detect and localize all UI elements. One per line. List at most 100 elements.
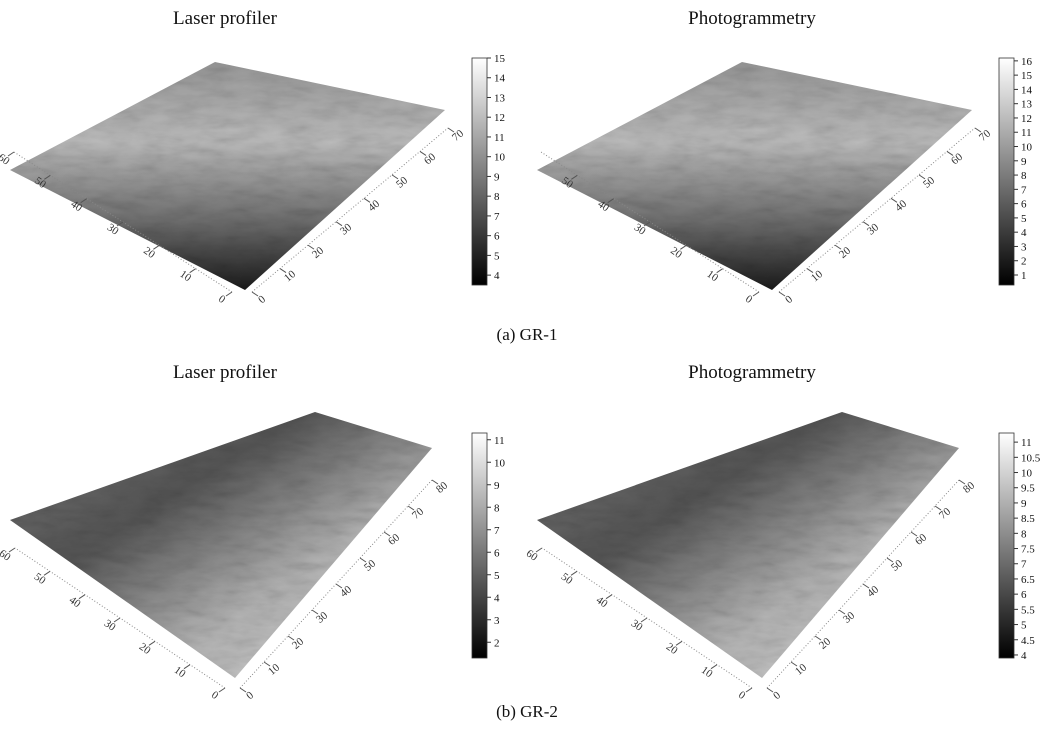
surface-texture <box>10 62 445 290</box>
colorbar-tick-label: 4 <box>494 270 500 282</box>
colorbar <box>471 57 488 286</box>
axis-tick-label: 50 <box>362 557 379 574</box>
colorbar-tick-label: 13 <box>1021 99 1033 111</box>
colorbar <box>998 57 1015 286</box>
axis-tick-label: 50 <box>889 557 906 574</box>
colorbar-tick-label: 15 <box>494 53 506 65</box>
axis-tick <box>862 583 870 589</box>
axis-tick <box>116 221 124 227</box>
axis-tick-label: 0 <box>736 689 748 702</box>
axis-tick <box>189 268 196 274</box>
axis-tick <box>78 594 86 600</box>
axis-tick-label: 0 <box>743 293 755 306</box>
axis-tick <box>946 151 954 156</box>
panel: Photogrammetry 0 10 20 30 40 50 60 0 10 20 30 40 50 60… <box>524 362 1041 702</box>
colorbar-tick-label: 10.5 <box>1021 452 1041 464</box>
axis-tick-label: 40 <box>893 198 910 215</box>
axis-tick-label: 30 <box>841 609 858 626</box>
axis-tick <box>43 570 51 576</box>
colorbar-tick-label: 15 <box>1021 70 1033 82</box>
axis-tick <box>80 198 87 204</box>
colorbar-tick-label: 10 <box>1021 142 1033 154</box>
colorbar-tick-label: 8.5 <box>1021 513 1035 525</box>
axis-tick <box>790 661 798 667</box>
axis-tick <box>571 174 578 180</box>
axis-tick <box>974 127 982 133</box>
colorbar-tick-label: 4 <box>1021 650 1027 662</box>
colorbar-tick-label: 2 <box>494 637 500 649</box>
axis-tick <box>675 640 683 646</box>
axis-tick <box>752 291 760 297</box>
colorbar-tick-label: 12 <box>1021 113 1032 125</box>
axis-tick <box>311 609 319 615</box>
axis-tick-label: 20 <box>310 244 327 261</box>
axis-tick-label: 60 <box>524 547 540 563</box>
axis-tick-label: 10 <box>266 661 283 678</box>
axis-tick-label: 0 <box>783 293 795 306</box>
axis-tick-label: 60 <box>913 531 930 548</box>
axis-line <box>778 127 976 293</box>
axis-tick-label: 40 <box>865 583 882 600</box>
axis-tick <box>640 617 648 623</box>
axis-tick <box>239 687 247 693</box>
axis-tick-label: 50 <box>394 174 411 191</box>
axis-tick <box>218 687 226 693</box>
colorbar-tick-label: 7 <box>1021 184 1027 196</box>
axis-tick <box>113 617 121 623</box>
colorbar-tick-label: 3 <box>494 615 500 627</box>
axis-tick-label: 50 <box>559 571 575 587</box>
panel-title: Photogrammetry <box>688 362 816 383</box>
colorbar-tick-label: 11 <box>1021 437 1032 449</box>
axis-tick <box>359 557 367 563</box>
axis-tick <box>778 291 786 297</box>
colorbar-tick-label: 14 <box>494 73 506 85</box>
colorbar-tick-label: 7 <box>1021 559 1027 571</box>
axis-tick-label: 20 <box>817 635 834 652</box>
axis-tick <box>766 687 774 693</box>
axis-tick-label: 40 <box>594 594 610 610</box>
axis-tick-label: 10 <box>282 268 299 285</box>
axis-tick-label: 30 <box>865 221 882 238</box>
axis-tick <box>806 268 814 273</box>
axis-tick <box>279 268 287 273</box>
axis-tick-label: 10 <box>177 268 193 284</box>
colorbar-tick-label: 9 <box>494 171 500 183</box>
axis-tick-label: 80 <box>961 479 978 496</box>
panel-title: Photogrammetry <box>688 8 816 29</box>
axis-tick <box>814 635 822 641</box>
axis-tick <box>251 291 259 297</box>
axis-tick-label: 40 <box>338 583 355 600</box>
colorbar-tick-label: 3 <box>1021 241 1027 253</box>
axis-tick <box>745 687 753 693</box>
axis-tick-label: 70 <box>450 127 467 144</box>
axis-tick-label: 20 <box>290 635 307 652</box>
colorbar-tick-label: 9 <box>494 480 500 492</box>
axis-tick <box>834 244 842 250</box>
axis-tick <box>862 221 870 227</box>
axis-tick <box>716 268 723 274</box>
panel-title: Laser profiler <box>173 8 278 29</box>
colorbar-tick-label: 8 <box>1021 528 1027 540</box>
colorbar-tick-label: 9 <box>1021 498 1027 510</box>
colorbar-tick-label: 8 <box>494 502 500 514</box>
axis-tick-label: 80 <box>434 479 451 496</box>
axis-tick-label: 50 <box>32 571 48 587</box>
axis-tick-label: 10 <box>809 268 826 285</box>
axis-tick <box>335 221 343 227</box>
axis-tick-label: 20 <box>137 641 153 657</box>
colorbar-tick-label: 6 <box>494 231 500 243</box>
colorbar-tick-label: 11 <box>494 435 505 447</box>
colorbar-tick-label: 4 <box>494 592 500 604</box>
axis-tick-label: 60 <box>0 547 13 563</box>
colorbar-tick-label: 16 <box>1021 56 1033 68</box>
colorbar-tick-label: 7.5 <box>1021 544 1035 556</box>
colorbar-tick-label: 5 <box>1021 213 1027 225</box>
colorbar-tick-label: 11 <box>1021 127 1032 139</box>
colorbar <box>471 432 488 659</box>
colorbar-tick-label: 8 <box>1021 170 1027 182</box>
axis-tick <box>570 570 578 576</box>
axis-tick <box>335 583 343 589</box>
colorbar-tick-label: 11 <box>494 132 505 144</box>
axis-tick <box>605 594 613 600</box>
axis-tick <box>391 174 399 180</box>
